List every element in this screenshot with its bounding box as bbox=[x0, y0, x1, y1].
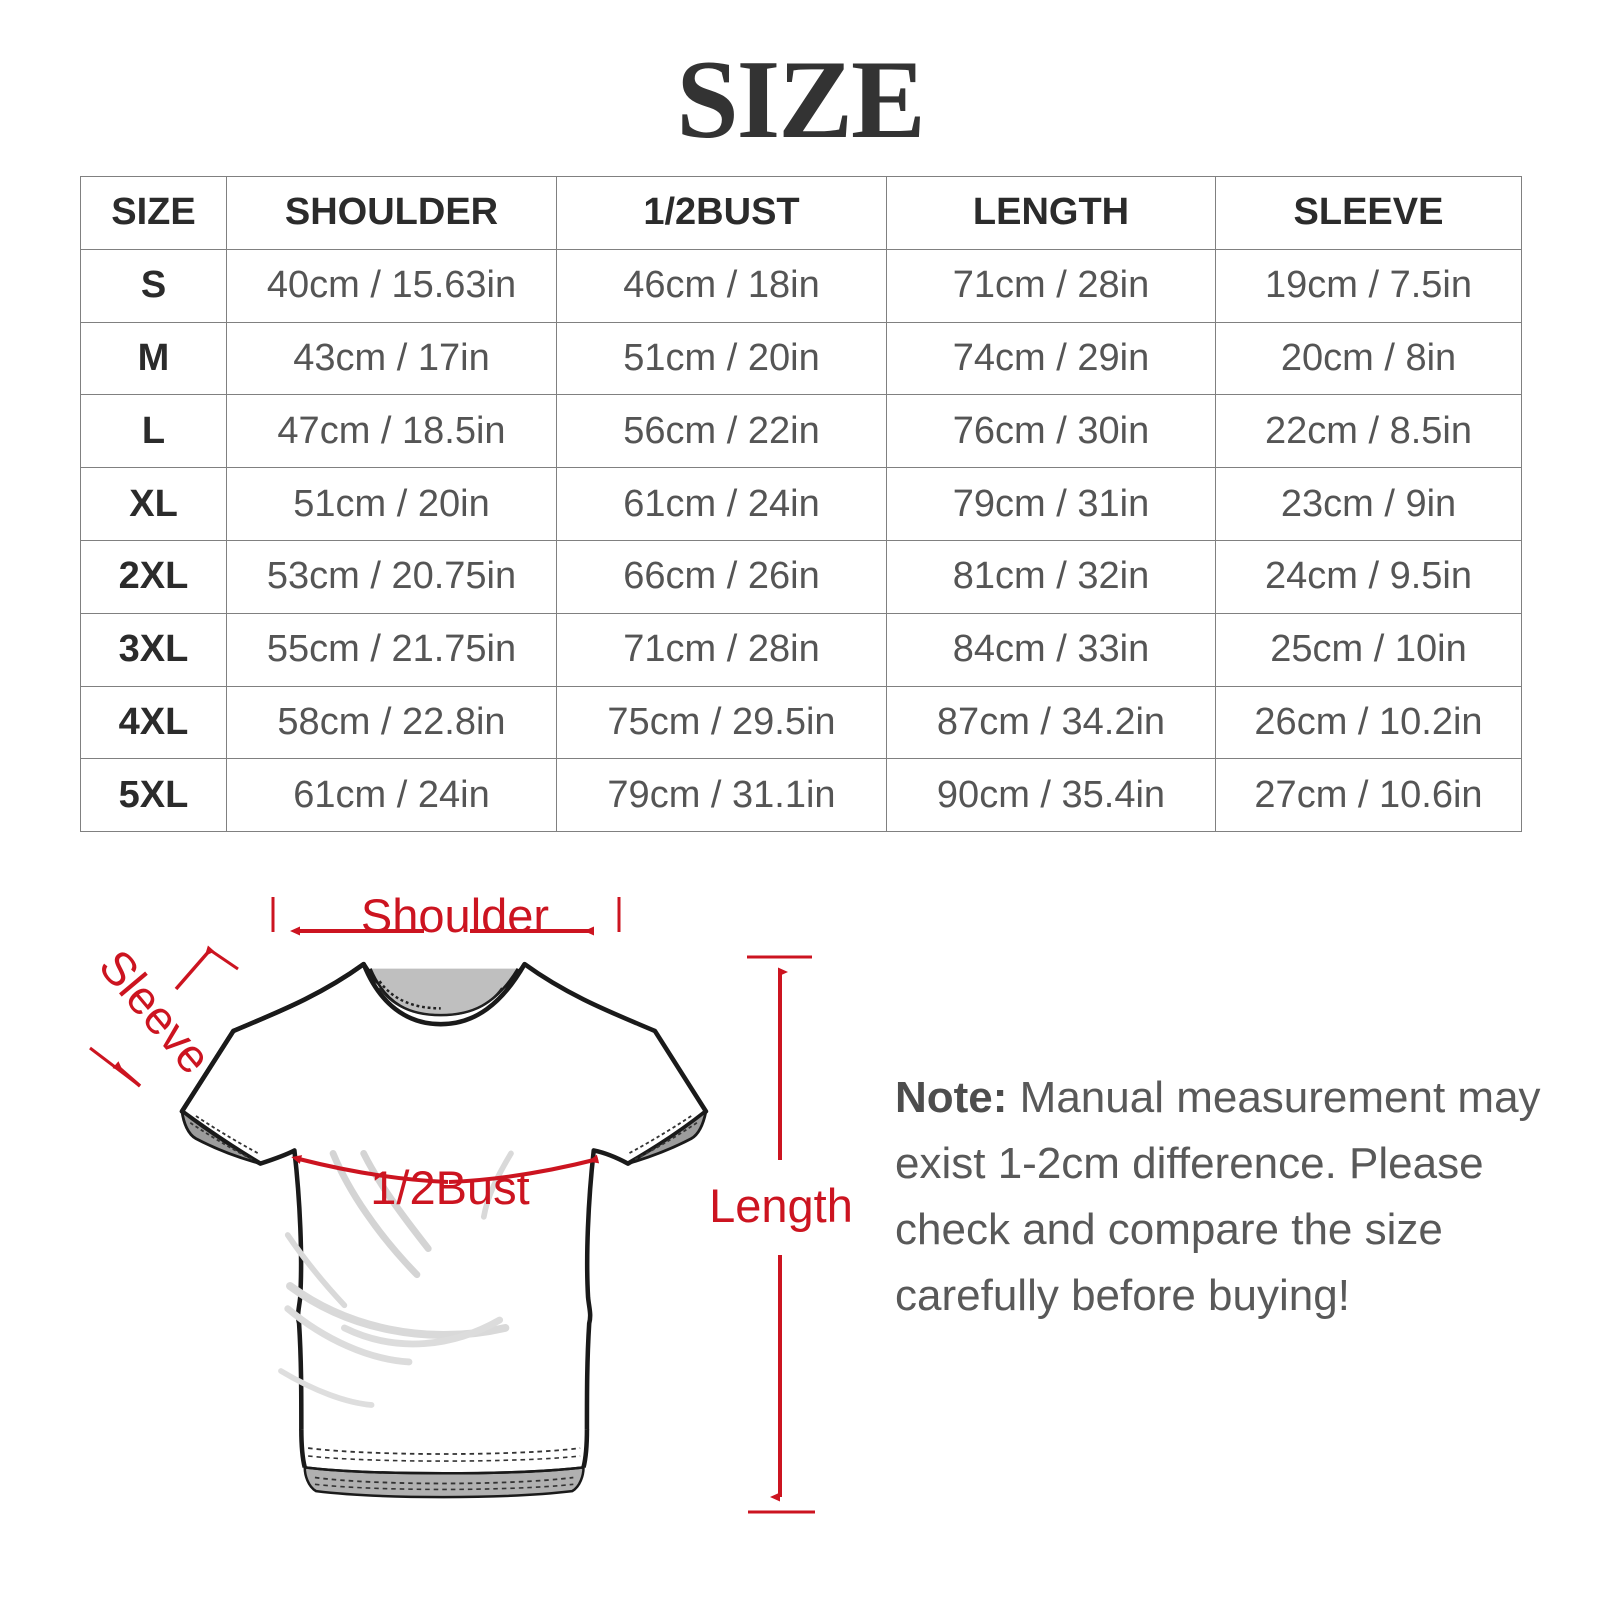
svg-text:1/2Bust: 1/2Bust bbox=[370, 1161, 529, 1214]
svg-text:Length: Length bbox=[709, 1179, 853, 1232]
svg-text:Shoulder: Shoulder bbox=[361, 889, 549, 942]
